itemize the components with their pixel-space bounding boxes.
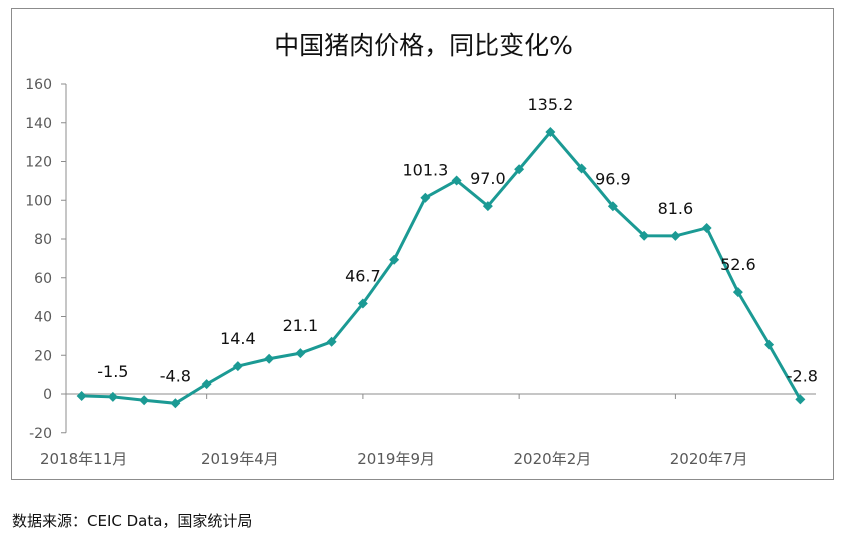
data-label: 14.4 [220, 329, 256, 348]
data-point [670, 230, 681, 241]
data-point [357, 298, 368, 309]
y-tick-label: 120 [25, 155, 52, 171]
data-label: 52.6 [720, 255, 756, 274]
data-label: 96.9 [595, 169, 631, 188]
data-point [482, 201, 493, 212]
x-tick-label: 2019年4月 [201, 450, 279, 468]
x-tick-label: 2018年11月 [40, 450, 127, 468]
data-point [389, 254, 400, 265]
y-tick-label: 80 [34, 232, 52, 248]
data-label: 97.0 [470, 169, 506, 188]
data-label: -1.5 [97, 362, 128, 381]
source-note: 数据来源：CEIC Data，国家统计局 [12, 512, 253, 530]
chart-frame [11, 8, 834, 480]
data-label: -4.8 [160, 366, 191, 385]
x-tick-label: 2020年7月 [670, 450, 748, 468]
chart-title: 中国猪肉价格，同比变化% [274, 31, 573, 60]
data-label: 81.6 [658, 199, 694, 218]
data-label: 101.3 [402, 161, 448, 180]
data-point [732, 287, 743, 298]
data-point [420, 192, 431, 203]
data-point [201, 379, 212, 390]
data-point [514, 164, 525, 175]
y-tick-label: 60 [34, 271, 52, 287]
data-point [264, 353, 275, 364]
data-point [639, 230, 650, 241]
x-tick-label: 2019年9月 [357, 450, 435, 468]
data-point [607, 201, 618, 212]
data-point [701, 222, 712, 233]
y-tick-label: 0 [43, 387, 52, 403]
x-tick-label: 2020年2月 [514, 450, 592, 468]
data-point [326, 336, 337, 347]
y-tick-label: 160 [25, 77, 52, 93]
data-point [545, 127, 556, 138]
data-point [576, 163, 587, 174]
y-tick-label: 20 [34, 348, 52, 364]
data-point [107, 391, 118, 402]
data-label: 46.7 [345, 267, 381, 286]
series-line [81, 129, 802, 405]
data-label: 135.2 [527, 95, 573, 114]
data-point [795, 394, 806, 405]
data-point [295, 348, 306, 359]
y-tick-label: 40 [34, 310, 52, 326]
data-point [764, 339, 775, 350]
data-label: 21.1 [283, 316, 319, 335]
data-point [76, 390, 87, 401]
data-point [170, 398, 181, 409]
data-point [232, 361, 243, 372]
data-point [139, 395, 150, 406]
data-label: -2.8 [787, 366, 818, 385]
data-point [451, 175, 462, 186]
y-tick-label: 140 [25, 116, 52, 132]
y-tick-label: 100 [25, 193, 52, 209]
y-tick-label: -20 [29, 426, 52, 442]
